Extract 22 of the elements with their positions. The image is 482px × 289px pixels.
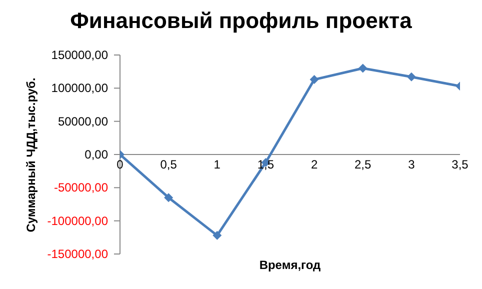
y-tick-label: 0,00 xyxy=(84,148,108,162)
x-tick-label: 0,5 xyxy=(160,158,178,172)
x-tick-label: 2 xyxy=(310,158,318,172)
chart-title: Финансовый профиль проекта xyxy=(69,8,413,34)
x-tick-label: 1 xyxy=(214,158,221,172)
x-tick-label: 3,5 xyxy=(452,158,469,172)
y-tick-label: 100000,00 xyxy=(51,81,108,96)
point xyxy=(406,72,416,82)
x-tick-label: 3 xyxy=(408,158,416,172)
x-tick-label: 0 xyxy=(116,158,124,172)
point xyxy=(164,193,174,202)
y-tick-label: 50000,00 xyxy=(58,114,108,128)
x-tick-label: 2,5 xyxy=(354,158,372,172)
y-tick-label: -100000,00 xyxy=(47,214,108,228)
point xyxy=(212,230,222,240)
y-axis-title: Суммарный ЧДД,тыс.руб. xyxy=(24,77,38,232)
y-tick-label: -150000,00 xyxy=(47,247,108,261)
y-tick-label: -50000,00 xyxy=(54,180,108,195)
point xyxy=(310,75,319,84)
x-axis-title: Время,год xyxy=(258,258,322,272)
y-tick-label: 150000,00 xyxy=(51,48,108,62)
point xyxy=(358,64,368,73)
